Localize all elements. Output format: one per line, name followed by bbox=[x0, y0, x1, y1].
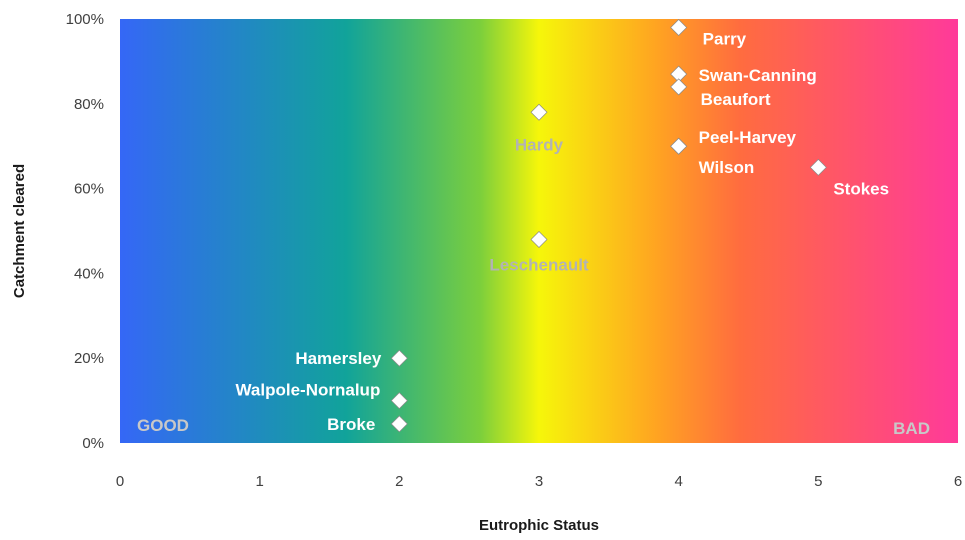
y-tick-label: 0% bbox=[82, 435, 104, 452]
point-label-parry: Parry bbox=[703, 29, 747, 48]
data-point-hamersley bbox=[390, 349, 408, 367]
point-label-wilson: Wilson bbox=[699, 158, 755, 177]
point-label-stokes: Stokes bbox=[833, 179, 889, 198]
point-label-swan-canning: Swan-Canning bbox=[699, 66, 817, 85]
x-tick-label: 4 bbox=[674, 473, 682, 490]
x-tick-label: 3 bbox=[535, 473, 543, 490]
y-axis-title: Catchment cleared bbox=[11, 164, 28, 298]
x-tick-label: 1 bbox=[255, 473, 263, 490]
data-point-stokes bbox=[809, 158, 827, 176]
data-point-parry bbox=[670, 18, 688, 36]
data-point-broke bbox=[390, 415, 408, 433]
data-point-hardy bbox=[530, 103, 548, 121]
y-tick-label: 60% bbox=[74, 181, 104, 198]
data-point-beaufort bbox=[670, 78, 688, 96]
point-label-broke: Broke bbox=[327, 415, 375, 434]
data-point-walpole-nornalup bbox=[390, 392, 408, 410]
point-label-leschenault: Leschenault bbox=[489, 255, 589, 274]
good-label: GOOD bbox=[137, 416, 189, 435]
x-tick-label: 6 bbox=[954, 473, 962, 490]
point-label-walpole-nornalup: Walpole-Nornalup bbox=[236, 381, 381, 400]
bad-label: BAD bbox=[893, 419, 930, 438]
point-label-beaufort: Beaufort bbox=[701, 90, 771, 109]
x-tick-label: 0 bbox=[116, 473, 124, 490]
point-label-peel-harvey: Peel-Harvey bbox=[699, 128, 797, 147]
y-tick-label: 80% bbox=[74, 96, 104, 113]
data-point-leschenault bbox=[530, 230, 548, 248]
y-tick-label: 40% bbox=[74, 265, 104, 282]
point-labels: Parry Swan-Canning Beaufort Hardy Peel-Harve… bbox=[236, 29, 890, 433]
y-tick-label: 100% bbox=[66, 11, 104, 28]
x-tick-label: 5 bbox=[814, 473, 822, 490]
y-tick-label: 20% bbox=[74, 350, 104, 367]
x-axis: 0 1 2 3 4 5 6 bbox=[116, 473, 962, 490]
x-axis-title: Eutrophic Status bbox=[479, 517, 599, 534]
x-tick-label: 2 bbox=[395, 473, 403, 490]
point-label-hamersley: Hamersley bbox=[295, 349, 382, 368]
point-label-hardy: Hardy bbox=[515, 135, 564, 154]
data-point-wilson bbox=[670, 137, 688, 155]
y-axis: 0% 20% 40% 60% 80% 100% bbox=[66, 11, 104, 452]
data-points bbox=[390, 18, 827, 433]
